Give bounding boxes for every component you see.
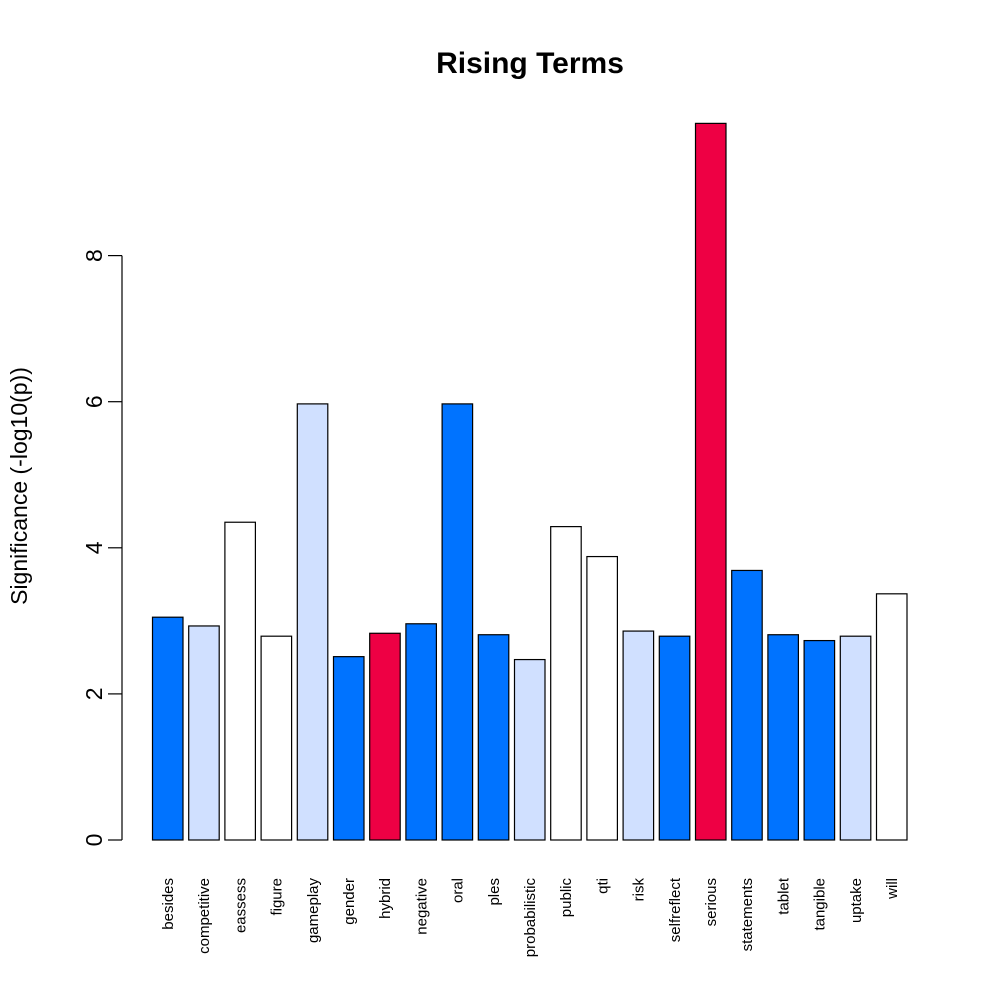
y-tick-label: 6 bbox=[81, 395, 107, 408]
category-label: public bbox=[558, 878, 575, 918]
bar-gameplay bbox=[296, 403, 329, 841]
category-label: competitive bbox=[196, 878, 213, 954]
bar-hybrid bbox=[369, 632, 401, 841]
y-tick-label: 8 bbox=[81, 249, 107, 262]
y-tick-label: 4 bbox=[81, 541, 107, 554]
bar-competitive bbox=[188, 625, 220, 841]
bar-qti bbox=[586, 555, 619, 841]
category-label: will bbox=[884, 878, 901, 900]
category-label: oral bbox=[450, 878, 467, 903]
category-labels: besides competitive eassess figure gameplay g… bbox=[160, 877, 901, 957]
category-label: probabilistic bbox=[522, 878, 539, 958]
bar-tangible bbox=[803, 639, 836, 841]
category-label: gender bbox=[341, 878, 358, 925]
y-tick-label: 0 bbox=[81, 834, 107, 847]
y-tick-label: 2 bbox=[81, 688, 107, 701]
bar-negative bbox=[405, 623, 437, 841]
category-label: risk bbox=[631, 878, 648, 902]
category-label: selfreflect bbox=[667, 877, 684, 942]
category-label: qti bbox=[594, 878, 611, 894]
category-label: uptake bbox=[848, 878, 865, 923]
y-axis: 0 2 4 6 8 bbox=[81, 249, 123, 847]
category-label: negative bbox=[413, 878, 430, 935]
bar-selfreflect bbox=[658, 635, 691, 841]
bar-ples bbox=[477, 634, 510, 841]
category-label: statements bbox=[739, 878, 756, 951]
category-label: tablet bbox=[775, 877, 792, 915]
bar-besides bbox=[151, 616, 184, 841]
bar-serious bbox=[694, 122, 727, 841]
category-label: serious bbox=[703, 878, 720, 926]
bar-figure bbox=[260, 635, 293, 841]
bar-gender bbox=[332, 656, 365, 841]
category-label: eassess bbox=[232, 878, 249, 933]
category-label: besides bbox=[160, 878, 177, 930]
bar-uptake bbox=[839, 635, 872, 841]
chart-title: Rising Terms bbox=[436, 47, 624, 80]
bar-tablet bbox=[767, 634, 800, 841]
category-label: hybrid bbox=[377, 878, 394, 919]
category-label: ples bbox=[486, 878, 503, 906]
bar-public bbox=[550, 526, 582, 841]
bar-statements bbox=[731, 569, 763, 841]
bar-oral bbox=[441, 403, 474, 841]
bar-probabilistic bbox=[513, 658, 546, 841]
bar-risk bbox=[622, 630, 655, 841]
category-label: gameplay bbox=[305, 878, 322, 944]
bar-will bbox=[875, 593, 908, 841]
y-axis-label: Significance (-log10(p)) bbox=[6, 367, 32, 605]
bar-eassess bbox=[224, 521, 256, 841]
bars-group bbox=[151, 122, 908, 841]
category-label: tangible bbox=[812, 878, 829, 931]
category-label: figure bbox=[269, 878, 286, 916]
